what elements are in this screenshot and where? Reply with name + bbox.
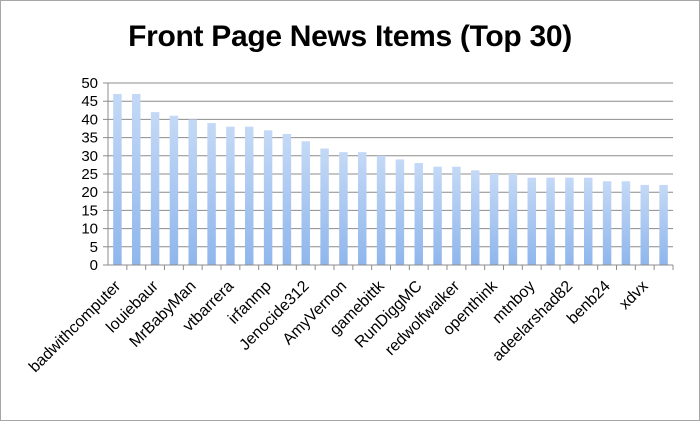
bar bbox=[358, 152, 367, 265]
bar bbox=[489, 174, 499, 265]
bar bbox=[150, 112, 160, 266]
bar bbox=[452, 166, 461, 265]
y-tick-label: 20 bbox=[81, 184, 98, 201]
bar bbox=[508, 174, 518, 265]
bar bbox=[263, 130, 273, 265]
bar bbox=[376, 155, 386, 265]
bar bbox=[226, 126, 235, 266]
x-axis-labels: badwithcomputerlouiebaurMrBabyManvtbarre… bbox=[26, 277, 652, 376]
bar bbox=[584, 177, 593, 265]
bar bbox=[320, 148, 329, 265]
bars bbox=[113, 93, 668, 266]
y-tick-label: 10 bbox=[81, 221, 98, 238]
y-tick-label: 0 bbox=[90, 257, 98, 274]
bar bbox=[245, 126, 254, 266]
bar bbox=[169, 115, 179, 265]
y-tick-label: 15 bbox=[81, 202, 98, 219]
y-tick-label: 45 bbox=[81, 93, 98, 110]
bar bbox=[301, 141, 310, 265]
x-category-label: xdvx bbox=[616, 278, 651, 313]
gridlines bbox=[108, 82, 673, 248]
y-tick-label: 5 bbox=[90, 239, 98, 256]
bar bbox=[659, 184, 668, 265]
bar bbox=[339, 152, 348, 265]
bar bbox=[132, 93, 141, 265]
y-tick-label: 40 bbox=[81, 111, 98, 128]
bar bbox=[207, 123, 216, 265]
bar bbox=[640, 184, 649, 265]
bar bbox=[546, 177, 555, 265]
bar bbox=[414, 163, 423, 265]
bar bbox=[282, 133, 292, 265]
bar bbox=[527, 177, 536, 265]
y-tick-label: 35 bbox=[81, 130, 98, 147]
y-tick-label: 25 bbox=[81, 166, 98, 183]
bar bbox=[471, 170, 480, 265]
bar bbox=[602, 181, 612, 265]
bar bbox=[395, 159, 405, 265]
chart-title: Front Page News Items (Top 30) bbox=[128, 20, 572, 53]
y-tick-label: 30 bbox=[81, 148, 98, 165]
y-tick-label: 50 bbox=[81, 75, 98, 92]
axes bbox=[107, 83, 674, 270]
bar bbox=[113, 93, 122, 265]
bar bbox=[621, 181, 631, 265]
bar bbox=[188, 119, 197, 266]
bar bbox=[565, 177, 574, 265]
bar bbox=[433, 166, 442, 265]
